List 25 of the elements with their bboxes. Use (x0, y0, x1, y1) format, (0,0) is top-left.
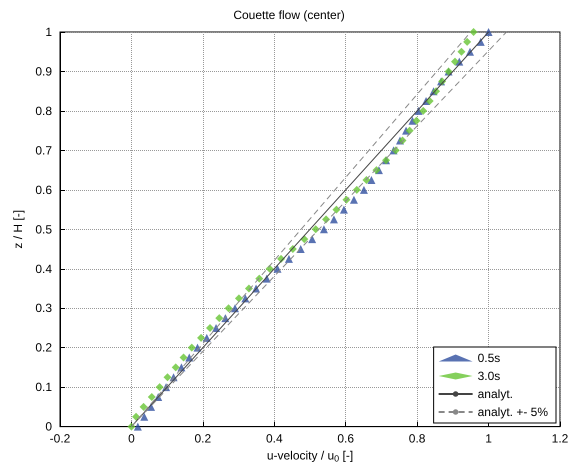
y-tick-label: 0.9 (35, 64, 52, 78)
x-tick-label: 0.6 (337, 432, 354, 446)
y-tick-label: 0.7 (35, 143, 52, 158)
x-tick-label: 1.2 (552, 432, 569, 446)
x-tick-label: 0.2 (194, 432, 212, 446)
x-tick-label: -0.2 (50, 432, 71, 446)
y-tick-label: 0.4 (35, 262, 52, 276)
legend-label: analyt. (478, 387, 513, 401)
legend-label: 0.5s (478, 351, 500, 365)
y-tick-label: 0.2 (35, 340, 52, 355)
y-tick-label: 0.8 (35, 104, 52, 118)
legend-label: analyt. +- 5% (478, 405, 548, 419)
x-tick-label: 0.8 (408, 432, 426, 446)
x-tick-label: 0.4 (266, 432, 283, 446)
y-tick-label: 1 (45, 25, 52, 39)
y-axis-title: z / H [-] (11, 210, 25, 249)
y-tick-label: 0.5 (35, 222, 52, 236)
y-tick-label: 0.1 (35, 380, 52, 394)
y-tick-label: 0 (45, 420, 52, 434)
chart-title: Couette flow (center) (233, 8, 345, 22)
x-tick-label: 1 (485, 432, 492, 446)
y-tick-label: 0.3 (35, 301, 52, 316)
y-tick-label: 0.6 (35, 182, 52, 197)
x-tick-label: 0 (128, 432, 136, 446)
legend-label: 3.0s (478, 369, 500, 383)
